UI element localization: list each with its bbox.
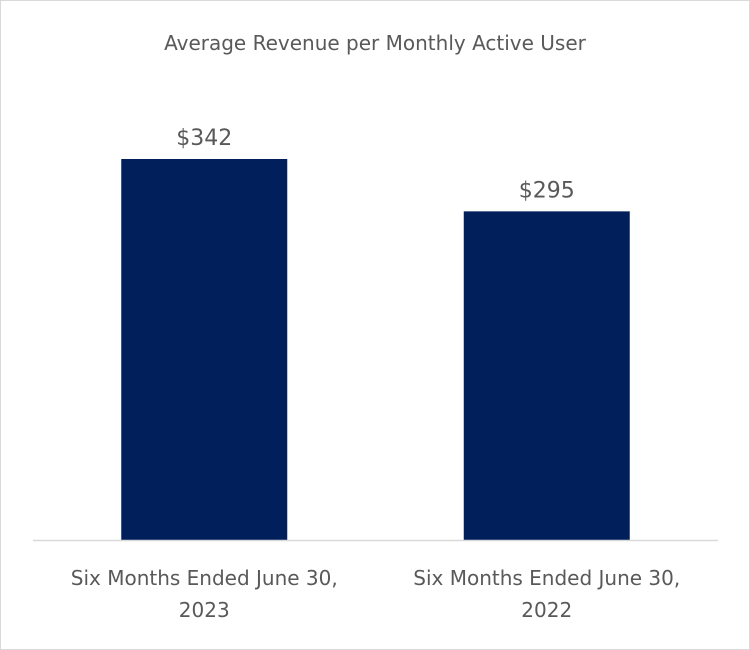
category-label-2-line-2: 2022: [521, 598, 572, 622]
category-label-1-line-2: 2023: [179, 598, 230, 622]
data-label-2: $295: [519, 178, 575, 203]
bar-1: [121, 159, 288, 540]
data-label-1: $342: [176, 126, 232, 151]
bars-layer: [121, 159, 630, 540]
category-label-1-line-1: Six Months Ended June 30,: [71, 566, 338, 590]
bar-2: [463, 211, 630, 540]
labels-layer: $342 Six Months Ended June 30, 2023 $295 Six…: [71, 126, 681, 622]
category-label-2-line-1: Six Months Ended June 30,: [413, 566, 680, 590]
chart-title: Average Revenue per Monthly Active User: [164, 31, 586, 55]
